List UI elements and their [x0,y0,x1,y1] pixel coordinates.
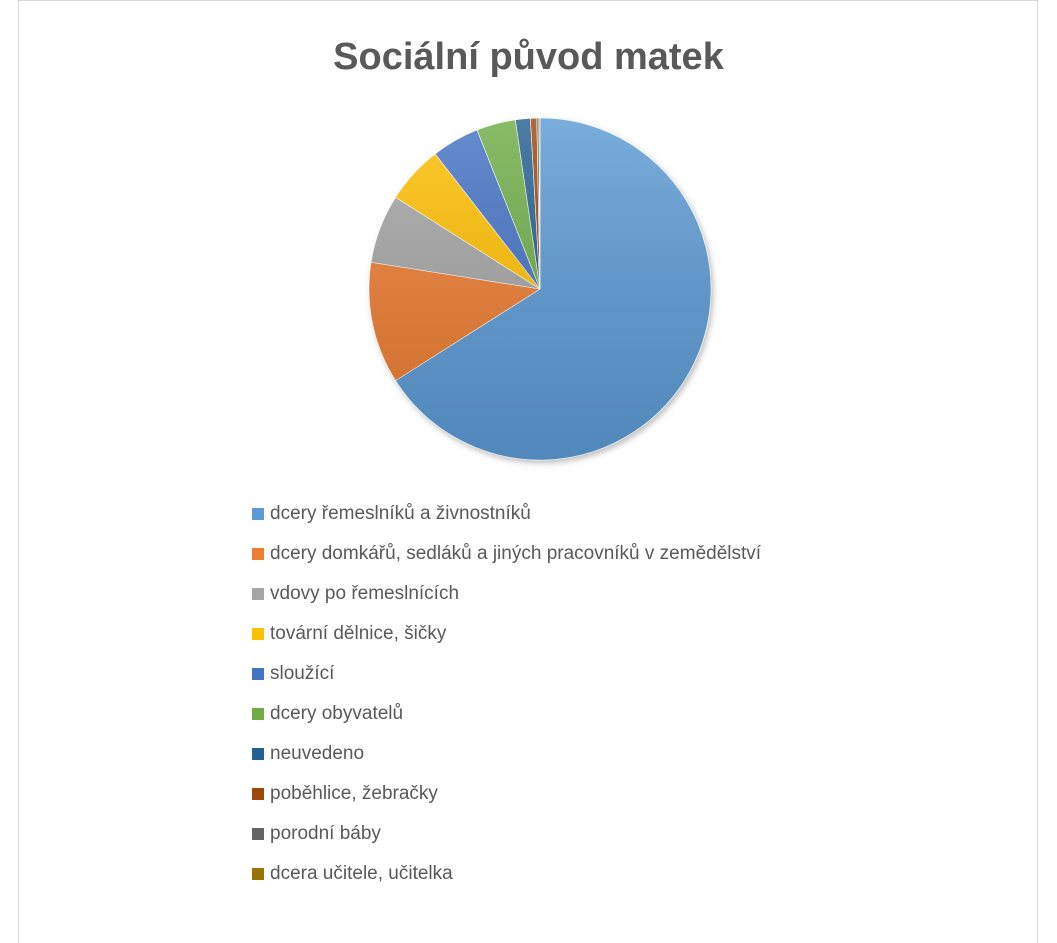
chart-title: Sociální původ matek [333,36,724,78]
legend-label: poběhlice, žebračky [270,783,438,804]
legend-swatch [252,708,264,720]
legend-swatch [252,868,264,880]
legend-label: dcera učitele, učitelka [270,863,453,884]
legend-item: dcery domkářů, sedláků a jiných pracovní… [252,534,761,574]
legend-label: dcery řemeslníků a živnostníků [270,503,531,524]
legend: dcery řemeslníků a živnostníků dcery domk… [252,494,761,894]
legend-label: dcery obyvatelů [270,703,404,724]
legend-swatch [252,628,264,640]
legend-swatch [252,588,264,600]
legend-item: tovární dělnice, šičky [252,614,761,654]
legend-swatch [252,548,264,560]
legend-item: dcery řemeslníků a živnostníků [252,494,761,534]
legend-item: vdovy po řemeslnících [252,574,761,614]
legend-item: sloužící [252,654,761,694]
legend-label: sloužící [270,663,335,684]
legend-label: dcery domkářů, sedláků a jiných pracovní… [270,543,762,564]
legend-item: porodní báby [252,814,761,854]
legend-item: dcery obyvatelů [252,694,761,734]
legend-label: vdovy po řemeslnících [270,583,460,604]
legend-item: neuvedeno [252,734,761,774]
legend-label: tovární dělnice, šičky [270,623,447,644]
legend-swatch [252,508,264,520]
legend-swatch [252,668,264,680]
legend-swatch [252,788,264,800]
legend-label: porodní báby [270,823,381,844]
legend-swatch [252,748,264,760]
legend-item: poběhlice, žebračky [252,774,761,814]
legend-swatch [252,828,264,840]
legend-label: neuvedeno [270,743,365,764]
legend-item: dcera učitele, učitelka [252,854,761,894]
